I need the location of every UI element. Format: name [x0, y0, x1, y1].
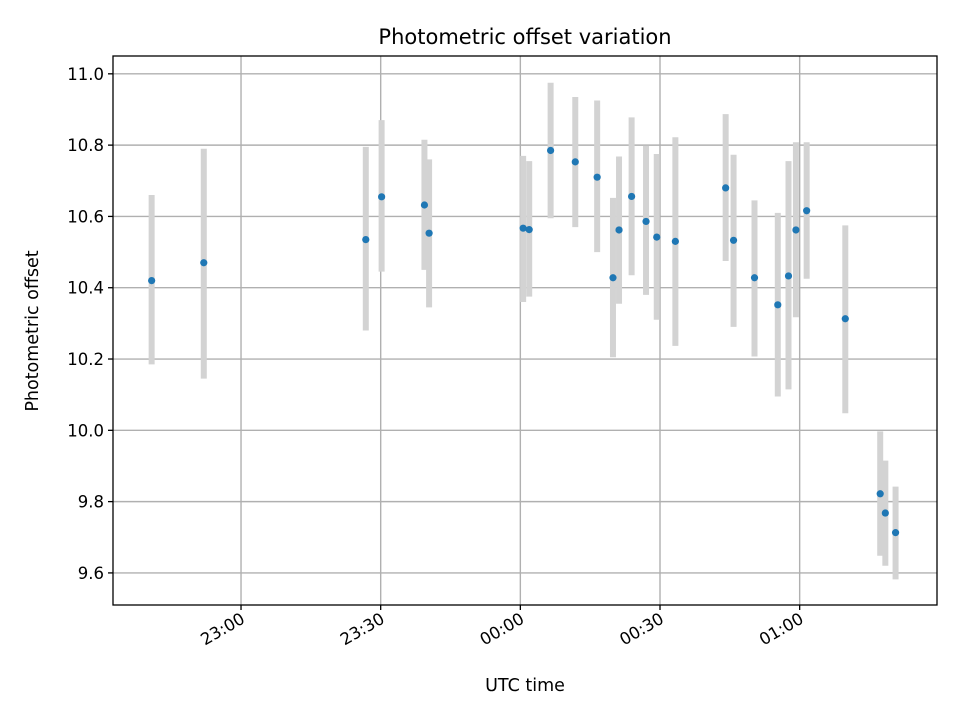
x-axis-ticks: 23:00 23:30 00:00 00:30 01:00 [197, 605, 807, 649]
x-tick-label: 00:30 [616, 609, 667, 649]
data-point [722, 184, 730, 192]
data-point [671, 237, 679, 245]
y-tick-label: 10.6 [67, 207, 104, 226]
data-point [547, 146, 555, 155]
data-point [653, 233, 661, 241]
data-point [729, 236, 738, 244]
data-point [609, 274, 617, 282]
x-tick-label: 23:00 [197, 609, 248, 649]
data-point [420, 201, 429, 209]
plot-frame [112, 55, 938, 606]
chart-title: Photometric offset variation [378, 25, 671, 49]
data-point [891, 529, 900, 537]
x-tick-label: 01:00 [756, 609, 807, 649]
data-point [378, 193, 386, 201]
data-point [615, 226, 623, 234]
data-point [642, 217, 650, 226]
y-tick-label: 9.8 [78, 493, 104, 512]
data-points [148, 146, 900, 537]
data-point [519, 224, 527, 232]
x-axis-title: UTC time [485, 676, 565, 696]
data-point [425, 229, 433, 237]
y-axis-title: Photometric offset [23, 250, 43, 411]
y-tick-label: 9.6 [78, 564, 104, 583]
data-point [792, 226, 800, 234]
data-point [200, 259, 208, 267]
y-tick-label: 10.0 [67, 421, 104, 440]
data-point [362, 235, 370, 244]
y-tick-label: 10.4 [67, 279, 104, 298]
y-tick-label: 10.2 [67, 350, 104, 369]
data-point [628, 192, 636, 201]
x-tick-label: 00:00 [477, 609, 528, 649]
data-point [784, 272, 793, 280]
y-tick-label: 11.0 [67, 65, 104, 84]
x-tick-label: 23:30 [337, 609, 388, 649]
data-point [876, 490, 884, 498]
data-point [803, 207, 811, 215]
data-point [148, 276, 156, 285]
data-point [774, 301, 782, 309]
data-point [571, 158, 579, 166]
grid-lines [113, 56, 937, 605]
y-axis-ticks: 9.6 9.8 10.0 10.2 10.4 10.6 10.8 11.0 [67, 65, 113, 583]
data-point [525, 226, 533, 234]
y-tick-label: 10.8 [67, 136, 104, 155]
data-point [841, 315, 849, 323]
data-point [881, 509, 889, 517]
data-point [593, 173, 601, 181]
data-point [750, 274, 759, 282]
error-bars [148, 82, 899, 580]
